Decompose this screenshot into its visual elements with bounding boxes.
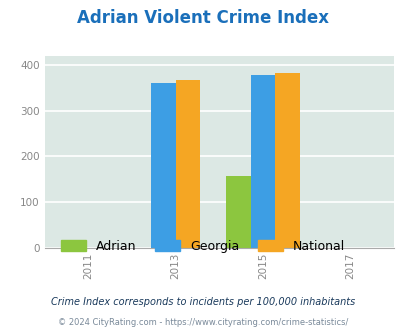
Text: © 2024 CityRating.com - https://www.cityrating.com/crime-statistics/: © 2024 CityRating.com - https://www.city… (58, 318, 347, 327)
Bar (226, 176, 250, 248)
Bar (250, 75, 275, 248)
Bar (275, 73, 299, 248)
Text: Crime Index corresponds to incidents per 100,000 inhabitants: Crime Index corresponds to incidents per… (51, 297, 354, 307)
Bar (151, 83, 175, 248)
Text: Adrian Violent Crime Index: Adrian Violent Crime Index (77, 9, 328, 27)
Bar (175, 80, 200, 248)
Legend: Adrian, Georgia, National: Adrian, Georgia, National (55, 235, 350, 258)
